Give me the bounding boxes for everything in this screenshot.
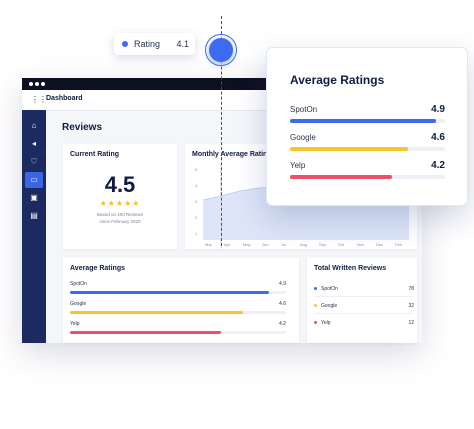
legend-dot — [314, 287, 317, 291]
row-label: Yelp — [70, 321, 80, 327]
document-icon[interactable]: ▣ — [30, 193, 38, 202]
x-tick: May — [243, 242, 251, 247]
legend-dot — [314, 304, 317, 308]
row-value: 4.2 — [431, 160, 445, 171]
tooltip-value: 4.1 — [176, 39, 189, 49]
legend-dot — [314, 321, 317, 325]
x-tick: Mar — [205, 242, 213, 247]
window-dot[interactable] — [41, 82, 45, 86]
y-tick: 1 — [195, 231, 198, 236]
row-label: SpotOn — [321, 286, 338, 292]
card-title: Monthly Average Rating — [192, 151, 272, 158]
chart-marker[interactable] — [209, 38, 233, 62]
review-count-row: Google 32 — [314, 303, 414, 309]
x-tick: Nov — [357, 242, 364, 247]
chat-icon[interactable]: ▭ — [25, 172, 43, 188]
average-ratings-card: Average Ratings SpotOn 4.9 Google 4.6 Ye… — [63, 258, 299, 343]
guide-line — [221, 16, 222, 246]
x-tick: Aug — [300, 242, 307, 247]
bar-fill — [70, 311, 243, 314]
y-tick: 2 — [195, 215, 198, 220]
row-label: Google — [321, 303, 338, 309]
card-title: Total Written Reviews — [314, 265, 387, 272]
row-label: Google — [290, 133, 316, 142]
tooltip-dot — [122, 41, 128, 47]
row-value: 4.2 — [279, 321, 286, 327]
clipboard-icon[interactable]: ▤ — [30, 211, 38, 220]
y-tick: 3 — [195, 199, 198, 204]
popup-title: Average Ratings — [290, 73, 385, 87]
x-tick: Feb — [395, 242, 403, 247]
bar-track — [290, 119, 445, 123]
x-tick: Jul — [281, 242, 286, 247]
grid-menu-icon[interactable]: ⋮⋮ — [31, 95, 47, 104]
heart-icon[interactable]: ♡ — [30, 157, 38, 166]
row-value: 78 — [408, 286, 414, 292]
based-on-text: Based on 100 Reviews — [96, 212, 144, 217]
bar-track — [290, 147, 445, 151]
x-tick: Apr — [224, 242, 231, 247]
row-label: SpotOn — [70, 281, 87, 287]
total-written-card: Total Written Reviews SpotOn 78 Google 3… — [307, 258, 417, 343]
bar-track — [290, 175, 445, 179]
review-count-row: Yelp 12 — [314, 320, 414, 326]
bar-fill — [70, 331, 222, 334]
current-rating-card: Current Rating 4.5 ★★★★★ Based on 100 Re… — [63, 144, 177, 249]
window-dot[interactable] — [35, 82, 39, 86]
bar-track — [70, 291, 286, 294]
bar-fill — [70, 291, 269, 294]
row-label: Google — [70, 301, 87, 307]
review-count-row: SpotOn 78 — [314, 286, 414, 292]
x-tick: Dec — [376, 242, 383, 247]
row-value: 4.6 — [279, 301, 286, 307]
y-tick: 5 — [195, 167, 198, 172]
y-tick: 4 — [195, 183, 198, 188]
row-value: 32 — [408, 303, 414, 309]
x-tick: Jun — [262, 242, 268, 247]
bar-track — [70, 331, 286, 334]
row-divider — [314, 296, 414, 297]
tooltip-label: Rating — [134, 39, 161, 49]
x-tick: Sep — [319, 242, 327, 247]
page-title: Reviews — [62, 122, 103, 133]
card-title: Current Rating — [70, 151, 119, 158]
row-label: Yelp — [290, 161, 306, 170]
row-value: 4.6 — [431, 132, 445, 143]
row-label: SpotOn — [290, 105, 318, 114]
bar-track — [70, 311, 286, 314]
x-tick: Oct — [338, 242, 345, 247]
since-text: since February 2020 — [99, 219, 141, 224]
row-value: 4.9 — [431, 104, 445, 115]
row-value: 12 — [408, 320, 414, 326]
bar-fill — [290, 147, 408, 151]
nav-title: Dashboard — [46, 95, 83, 102]
window-dot[interactable] — [29, 82, 33, 86]
megaphone-icon[interactable]: ◂ — [31, 139, 36, 148]
card-title: Average Ratings — [70, 265, 125, 272]
rating-value: 4.5 — [104, 172, 136, 197]
row-divider — [314, 313, 414, 314]
rating-tooltip: Rating 4.1 — [114, 33, 195, 55]
row-label: Yelp — [321, 320, 331, 326]
bar-fill — [290, 119, 436, 123]
sidebar: ⌂ ◂ ♡ ▭ ▣ ▤ — [22, 110, 46, 343]
rating-stars: ★★★★★ — [99, 199, 141, 208]
bar-fill — [290, 175, 393, 179]
home-icon[interactable]: ⌂ — [31, 121, 37, 130]
average-ratings-popup: Average Ratings SpotOn 4.9 Google 4.6 Ye… — [266, 47, 468, 206]
row-value: 4.9 — [279, 281, 286, 287]
